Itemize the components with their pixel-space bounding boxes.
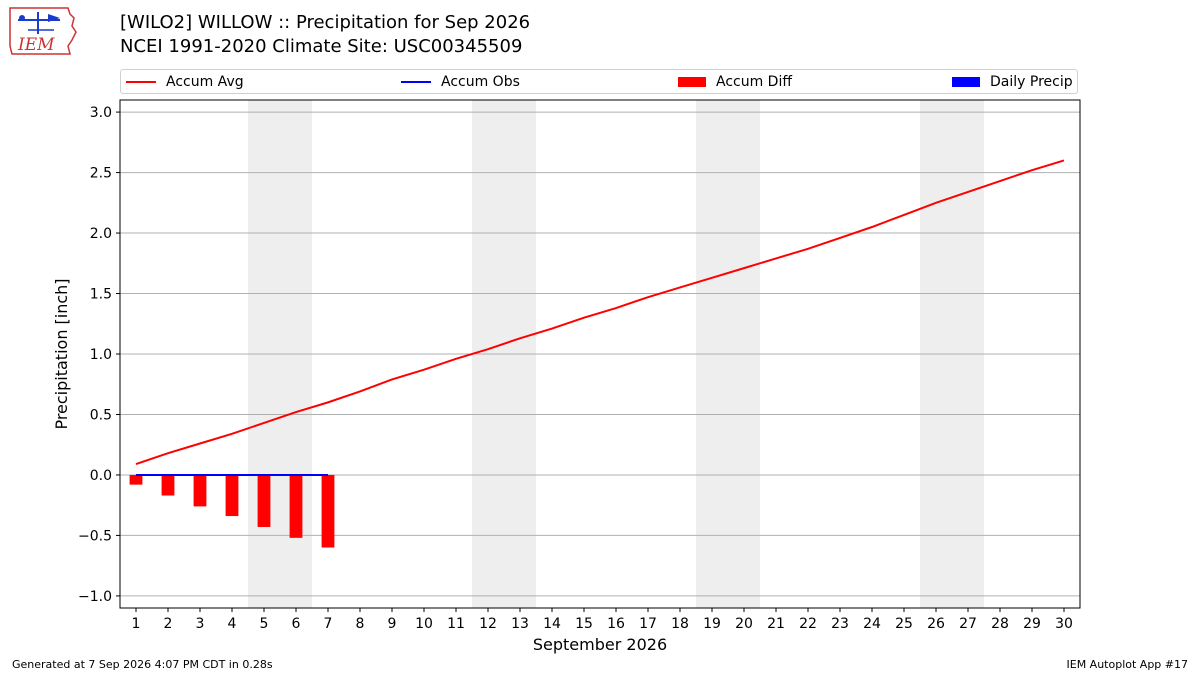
- legend-label-accum-diff: Accum Diff: [716, 74, 793, 90]
- x-tick-label: 27: [959, 616, 977, 632]
- legend-item-accum-diff: Accum Diff: [678, 74, 792, 90]
- x-tick-label: 16: [607, 616, 625, 632]
- iem-logo: IEM: [8, 6, 80, 60]
- y-tick-label: 0.5: [90, 407, 112, 423]
- legend-item-accum-avg: Accum Avg: [126, 74, 244, 90]
- x-tick-label: 14: [543, 616, 561, 632]
- x-tick-label: 5: [260, 616, 269, 632]
- iem-iowa-logo-icon: IEM: [9, 7, 77, 55]
- x-tick-label: 18: [671, 616, 689, 632]
- y-tick-label: 1.5: [90, 287, 112, 303]
- accum-avg-line: [135, 159, 1065, 466]
- x-tick-label: 28: [991, 616, 1009, 632]
- x-tick-label: 19: [703, 616, 721, 632]
- chart-title: [WILO2] WILLOW :: Precipitation for Sep …: [120, 12, 531, 33]
- x-axis-label: September 2026: [533, 635, 667, 654]
- x-tick-label: 24: [863, 616, 881, 632]
- plot-frame: [119, 99, 1081, 609]
- x-tick-label: 3: [196, 616, 205, 632]
- x-tick-label: 23: [831, 616, 849, 632]
- chart-subtitle: NCEI 1991-2020 Climate Site: USC00345509: [120, 36, 523, 57]
- accum-diff-bar: [289, 474, 303, 538]
- x-tick-label: 21: [767, 616, 785, 632]
- legend-swatch-accum-obs: [401, 81, 431, 83]
- x-tick-label: 8: [356, 616, 365, 632]
- generated-timestamp: Generated at 7 Sep 2026 4:07 PM CDT in 0…: [12, 658, 273, 671]
- x-tick-label: 1: [132, 616, 141, 632]
- x-tick-label: 20: [735, 616, 753, 632]
- x-tick-label: 15: [575, 616, 593, 632]
- legend-swatch-accum-avg: [126, 81, 156, 83]
- y-axis-label: Precipitation [inch]: [52, 278, 71, 429]
- y-tick-label: 3.0: [90, 105, 112, 121]
- x-tick-label: 29: [1023, 616, 1041, 632]
- legend-label-daily-precip: Daily Precip: [990, 74, 1073, 90]
- x-tick-label: 9: [388, 616, 397, 632]
- legend-label-accum-avg: Accum Avg: [166, 74, 244, 90]
- x-tick-label: 12: [479, 616, 497, 632]
- y-tick-label: 2.0: [90, 226, 112, 242]
- y-tick-label: −1.0: [78, 589, 112, 605]
- legend-label-accum-obs: Accum Obs: [441, 74, 520, 90]
- x-tick-label: 22: [799, 616, 817, 632]
- y-tick-label: −0.5: [78, 528, 112, 544]
- x-tick-label: 26: [927, 616, 945, 632]
- accum-diff-bar: [321, 474, 335, 548]
- x-tick-label: 10: [415, 616, 433, 632]
- accum-diff-bar: [129, 474, 143, 485]
- app-credit: IEM Autoplot App #17: [1066, 658, 1189, 671]
- x-tick-label: 2: [164, 616, 173, 632]
- x-tick-label: 17: [639, 616, 657, 632]
- x-tick-label: 30: [1055, 616, 1073, 632]
- x-tick-label: 6: [292, 616, 301, 632]
- legend-item-daily-precip: Daily Precip: [952, 74, 1073, 90]
- chart-legend: Accum Avg Accum Obs Accum Diff Daily Pre…: [120, 69, 1078, 94]
- accum-diff-bar: [161, 474, 175, 496]
- y-tick-label: 0.0: [90, 468, 112, 484]
- x-tick-label: 4: [228, 616, 237, 632]
- x-tick-label: 7: [324, 616, 333, 632]
- y-tick-label: 2.5: [90, 166, 112, 182]
- legend-item-accum-obs: Accum Obs: [401, 74, 520, 90]
- legend-swatch-daily-precip: [952, 77, 980, 87]
- accum-diff-bar: [225, 474, 239, 517]
- x-tick-label: 25: [895, 616, 913, 632]
- accum-diff-bar: [257, 474, 271, 527]
- logo-text: IEM: [17, 35, 55, 55]
- x-tick-label: 11: [447, 616, 465, 632]
- legend-swatch-accum-diff: [678, 77, 706, 87]
- y-tick-label: 1.0: [90, 347, 112, 363]
- x-tick-label: 13: [511, 616, 529, 632]
- accum-diff-bar: [193, 474, 207, 507]
